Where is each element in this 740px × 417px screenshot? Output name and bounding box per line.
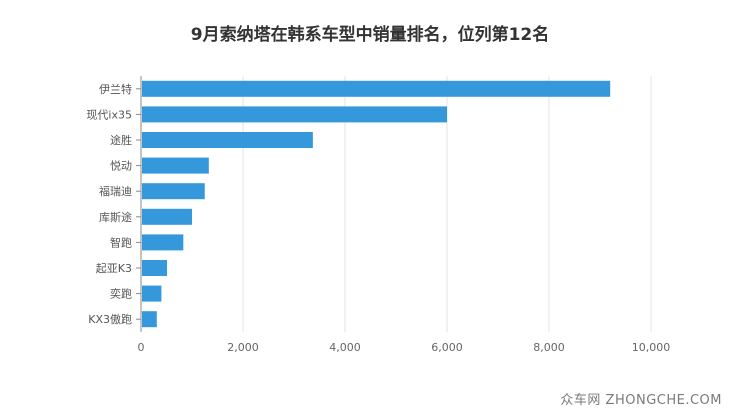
bar [142,260,168,276]
category-label: 悦动 [110,159,132,173]
bar [142,208,192,225]
x-tick-label: 4,000 [329,341,361,354]
category-label: 起亚K3 [96,262,132,275]
bar [142,183,205,200]
category-label: KX3傲跑 [88,312,132,326]
bar [142,311,157,328]
bar [142,80,611,97]
category-label: 福瑞迪 [99,184,132,198]
bar [142,106,447,123]
x-tick-label: 8,000 [533,341,565,354]
category-label: 伊兰特 [99,82,132,96]
x-tick-label: 2,000 [227,341,259,354]
bar [142,157,209,174]
category-label: 现代ix35 [86,108,132,121]
bar [142,285,162,302]
category-label: 智跑 [110,235,132,249]
watermark-text: 众车网 ZHONGCHE.COM [560,393,722,408]
category-label: 库斯途 [99,210,132,224]
x-tick-label: 0 [138,341,145,354]
category-label: 途胜 [110,133,132,147]
chart-title: 9月索纳塔在韩系车型中销量排名，位列第12名 [190,25,550,45]
x-tick-label: 10,000 [632,341,671,354]
x-tick-label: 6,000 [431,341,463,354]
category-label: 奕跑 [110,287,132,301]
bar [142,132,313,148]
bar [142,234,184,251]
